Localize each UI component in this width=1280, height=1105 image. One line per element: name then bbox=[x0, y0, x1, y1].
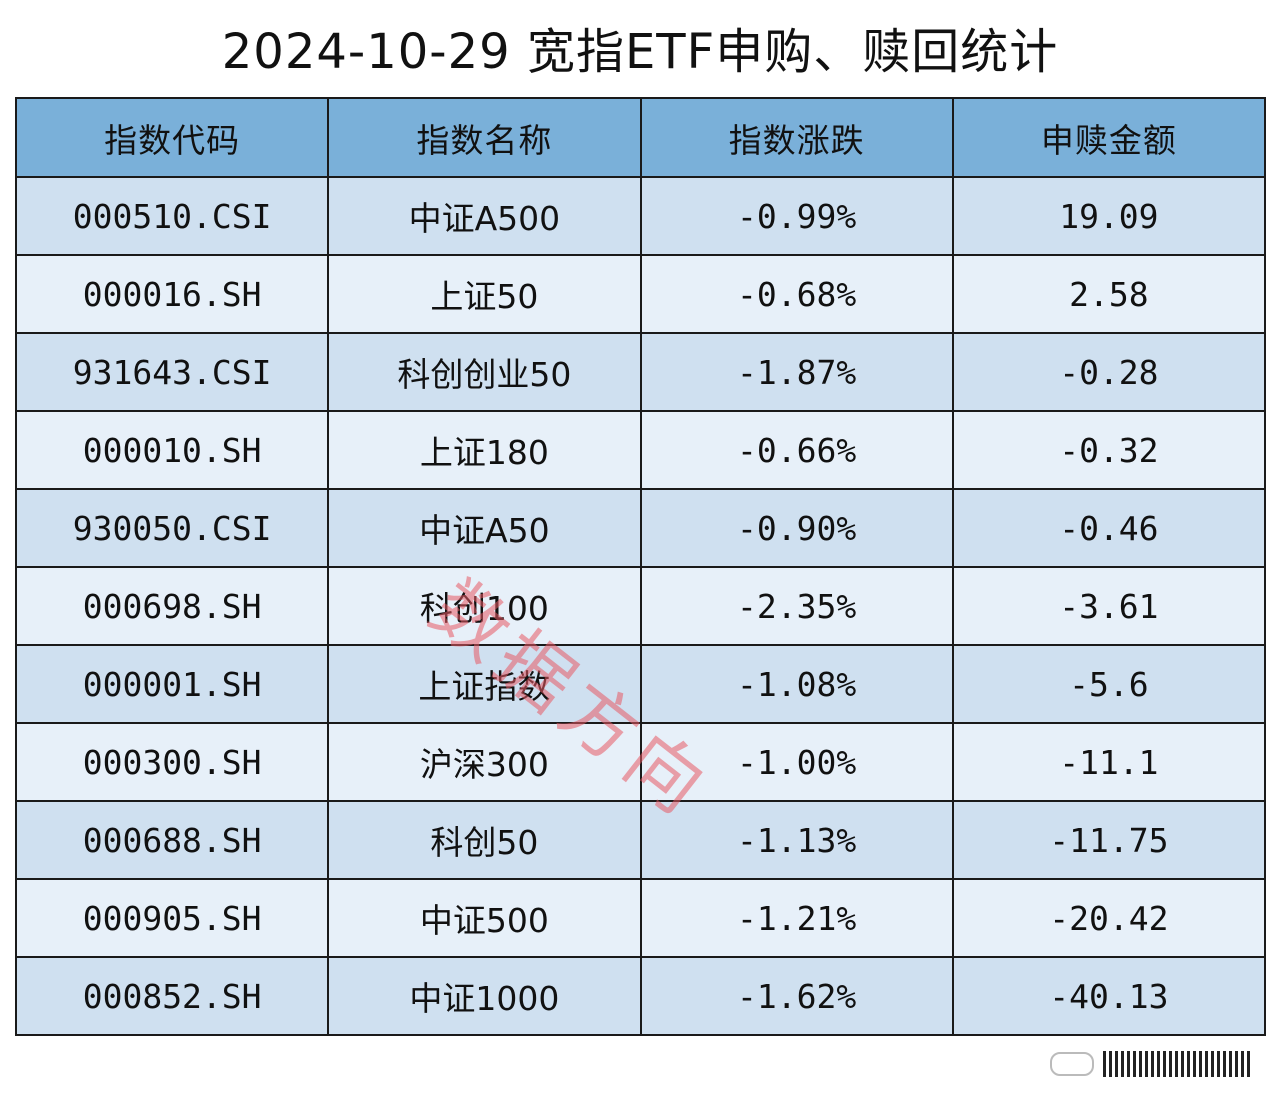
cell-index-change: -1.08% bbox=[639, 644, 954, 724]
column-header-change: 指数涨跌 bbox=[639, 97, 954, 178]
footer-logo-icon bbox=[1040, 1050, 1250, 1078]
cell-amount: -40.13 bbox=[951, 956, 1267, 1036]
cell-index-code: 930050.CSI bbox=[14, 488, 330, 568]
cell-index-name: 上证180 bbox=[327, 410, 642, 490]
table-row: 931643.CSI 科创创业50 -1.87% -0.28 bbox=[14, 332, 1267, 412]
cell-index-change: -1.00% bbox=[639, 722, 954, 802]
cell-index-name: 中证1000 bbox=[327, 956, 642, 1036]
cell-amount: -0.28 bbox=[951, 332, 1267, 412]
cell-index-change: -1.21% bbox=[639, 878, 954, 958]
table-header-row: 指数代码 指数名称 指数涨跌 申赎金额 bbox=[14, 97, 1267, 178]
table-row: 000905.SH 中证500 -1.21% -20.42 bbox=[14, 878, 1267, 958]
cell-index-code: 000001.SH bbox=[14, 644, 330, 724]
cell-index-name: 科创100 bbox=[327, 566, 642, 646]
cell-index-code: 000688.SH bbox=[14, 800, 330, 880]
cell-index-change: -0.90% bbox=[639, 488, 954, 568]
table-row: 000510.CSI 中证A500 -0.99% 19.09 bbox=[14, 176, 1267, 256]
cell-amount: -11.1 bbox=[951, 722, 1267, 802]
cell-index-name: 上证指数 bbox=[327, 644, 642, 724]
cell-index-change: -0.68% bbox=[639, 254, 954, 334]
cell-index-change: -1.62% bbox=[639, 956, 954, 1036]
cell-index-code: 000300.SH bbox=[14, 722, 330, 802]
cell-index-code: 000698.SH bbox=[14, 566, 330, 646]
cell-amount: -5.6 bbox=[951, 644, 1267, 724]
cell-index-change: -0.66% bbox=[639, 410, 954, 490]
table-row: 000300.SH 沪深300 -1.00% -11.1 bbox=[14, 722, 1267, 802]
cell-index-code: 000852.SH bbox=[14, 956, 330, 1036]
cell-amount: -11.75 bbox=[951, 800, 1267, 880]
cell-amount: 2.58 bbox=[951, 254, 1267, 334]
cell-amount: -0.32 bbox=[951, 410, 1267, 490]
etf-stats-table: 指数代码 指数名称 指数涨跌 申赎金额 000510.CSI 中证A500 -0.9… bbox=[14, 97, 1267, 1036]
cell-amount: -0.46 bbox=[951, 488, 1267, 568]
cell-index-name: 中证A50 bbox=[327, 488, 642, 568]
cell-index-change: -1.87% bbox=[639, 332, 954, 412]
table-row: 000010.SH 上证180 -0.66% -0.32 bbox=[14, 410, 1267, 490]
page-title: 2024-10-29 宽指ETF申购、赎回统计 bbox=[221, 24, 1059, 80]
column-header-code: 指数代码 bbox=[14, 97, 330, 178]
cell-index-change: -2.35% bbox=[639, 566, 954, 646]
cell-index-code: 000016.SH bbox=[14, 254, 330, 334]
table-row: 000698.SH 科创100 -2.35% -3.61 bbox=[14, 566, 1267, 646]
column-header-name: 指数名称 bbox=[327, 97, 642, 178]
table-row: 000852.SH 中证1000 -1.62% -40.13 bbox=[14, 956, 1267, 1036]
table-row: 000001.SH 上证指数 -1.08% -5.6 bbox=[14, 644, 1267, 724]
cell-index-change: -0.99% bbox=[639, 176, 954, 256]
cell-amount: -20.42 bbox=[951, 878, 1267, 958]
cell-index-code: 000905.SH bbox=[14, 878, 330, 958]
column-header-amount: 申赎金额 bbox=[951, 97, 1267, 178]
cell-index-name: 沪深300 bbox=[327, 722, 642, 802]
cell-index-code: 000510.CSI bbox=[14, 176, 330, 256]
cell-index-code: 000010.SH bbox=[14, 410, 330, 490]
table-row: 000016.SH 上证50 -0.68% 2.58 bbox=[14, 254, 1267, 334]
cell-index-name: 科创创业50 bbox=[327, 332, 642, 412]
cell-amount: 19.09 bbox=[951, 176, 1267, 256]
cell-index-code: 931643.CSI bbox=[14, 332, 330, 412]
cell-index-name: 中证500 bbox=[327, 878, 642, 958]
cell-index-name: 科创50 bbox=[327, 800, 642, 880]
cell-index-name: 上证50 bbox=[327, 254, 642, 334]
cell-amount: -3.61 bbox=[951, 566, 1267, 646]
cell-index-change: -1.13% bbox=[639, 800, 954, 880]
table-row: 000688.SH 科创50 -1.13% -11.75 bbox=[14, 800, 1267, 880]
cell-index-name: 中证A500 bbox=[327, 176, 642, 256]
table-row: 930050.CSI 中证A50 -0.90% -0.46 bbox=[14, 488, 1267, 568]
